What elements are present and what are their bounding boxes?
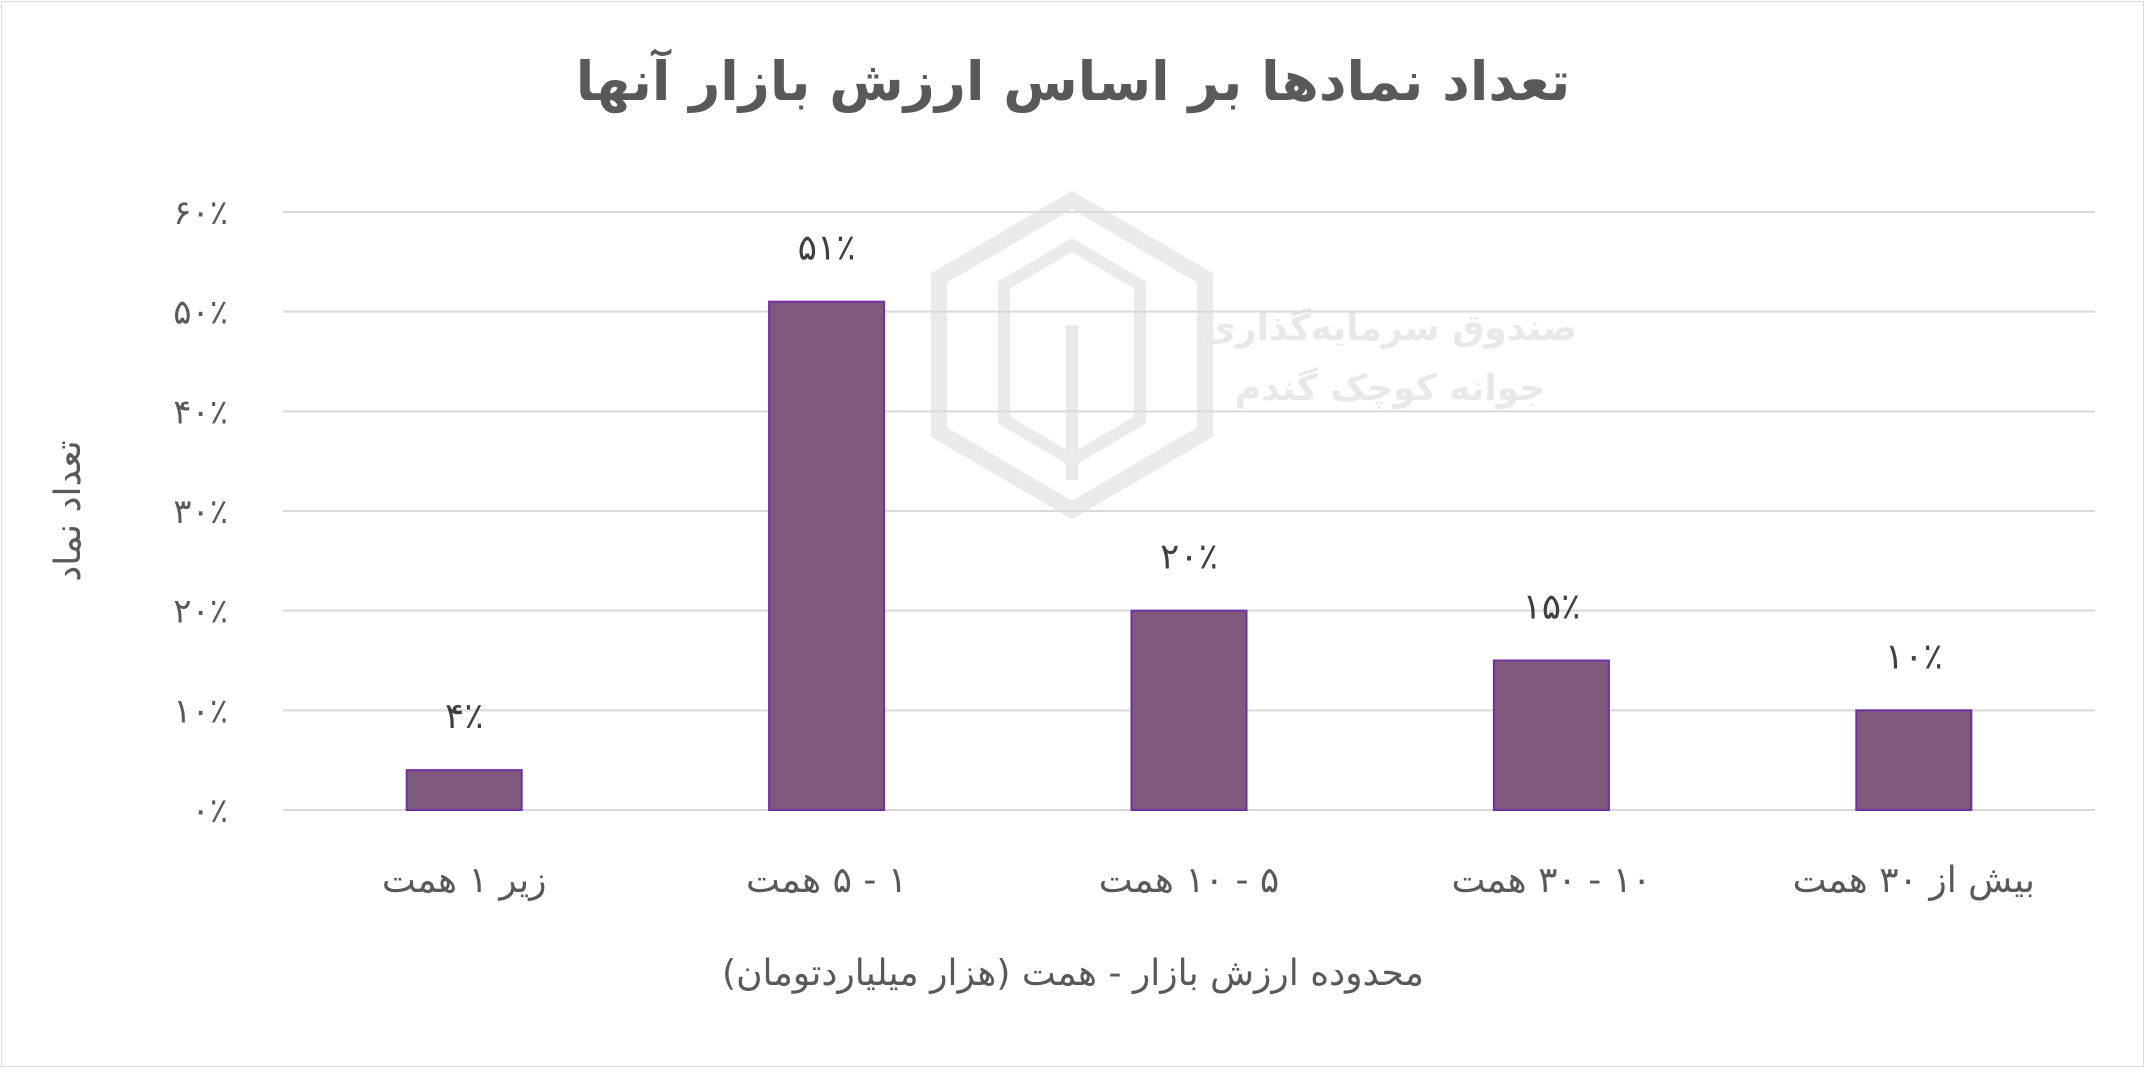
data-label: ۱۰٪ xyxy=(1885,636,1943,677)
x-tick-label: زیر ۱ همت xyxy=(382,860,547,901)
y-tick-label: ۴۰٪ xyxy=(173,392,228,432)
y-tick-label: ۳۰٪ xyxy=(173,492,228,532)
x-tick-label: ۱۰ - ۳۰ همت xyxy=(1451,860,1651,901)
data-label: ۴٪ xyxy=(445,696,484,737)
data-label: ۱۵٪ xyxy=(1522,587,1580,628)
x-tick-label: ۵ - ۱۰ همت xyxy=(1099,860,1280,901)
bar xyxy=(1130,609,1248,812)
x-tick-label: ۱ - ۵ همت xyxy=(746,860,907,901)
watermark-text-1: صندوق سرمایه‌گذاری xyxy=(1203,307,1577,349)
x-tick-label: بیش از ۳۰ همت xyxy=(1793,860,2035,901)
watermark-text-2: جوانه کوچک گندم xyxy=(1235,367,1545,409)
y-tick-label: ۰٪ xyxy=(191,791,228,831)
watermark-logo: صندوق سرمایه‌گذاری جوانه کوچک گندم xyxy=(931,190,1577,520)
x-axis-title: محدوده ارزش بازار - همت (هزار میلیاردتوم… xyxy=(722,953,1424,994)
bar xyxy=(1855,709,1973,811)
y-tick-label: ۱۰٪ xyxy=(173,691,228,731)
y-tick-label: ۵۰٪ xyxy=(173,293,228,333)
y-axis-title: تعداد نماد xyxy=(48,440,89,582)
bar xyxy=(405,769,523,812)
bar xyxy=(768,300,886,811)
data-label: ۵۱٪ xyxy=(798,228,856,269)
data-label: ۲۰٪ xyxy=(1160,537,1218,578)
y-tick-label: ۲۰٪ xyxy=(173,592,228,632)
y-tick-label: ۶۰٪ xyxy=(173,193,228,233)
chart-title: تعداد نمادها بر اساس ارزش بازار آنها xyxy=(576,48,1571,113)
bar xyxy=(1492,659,1610,811)
